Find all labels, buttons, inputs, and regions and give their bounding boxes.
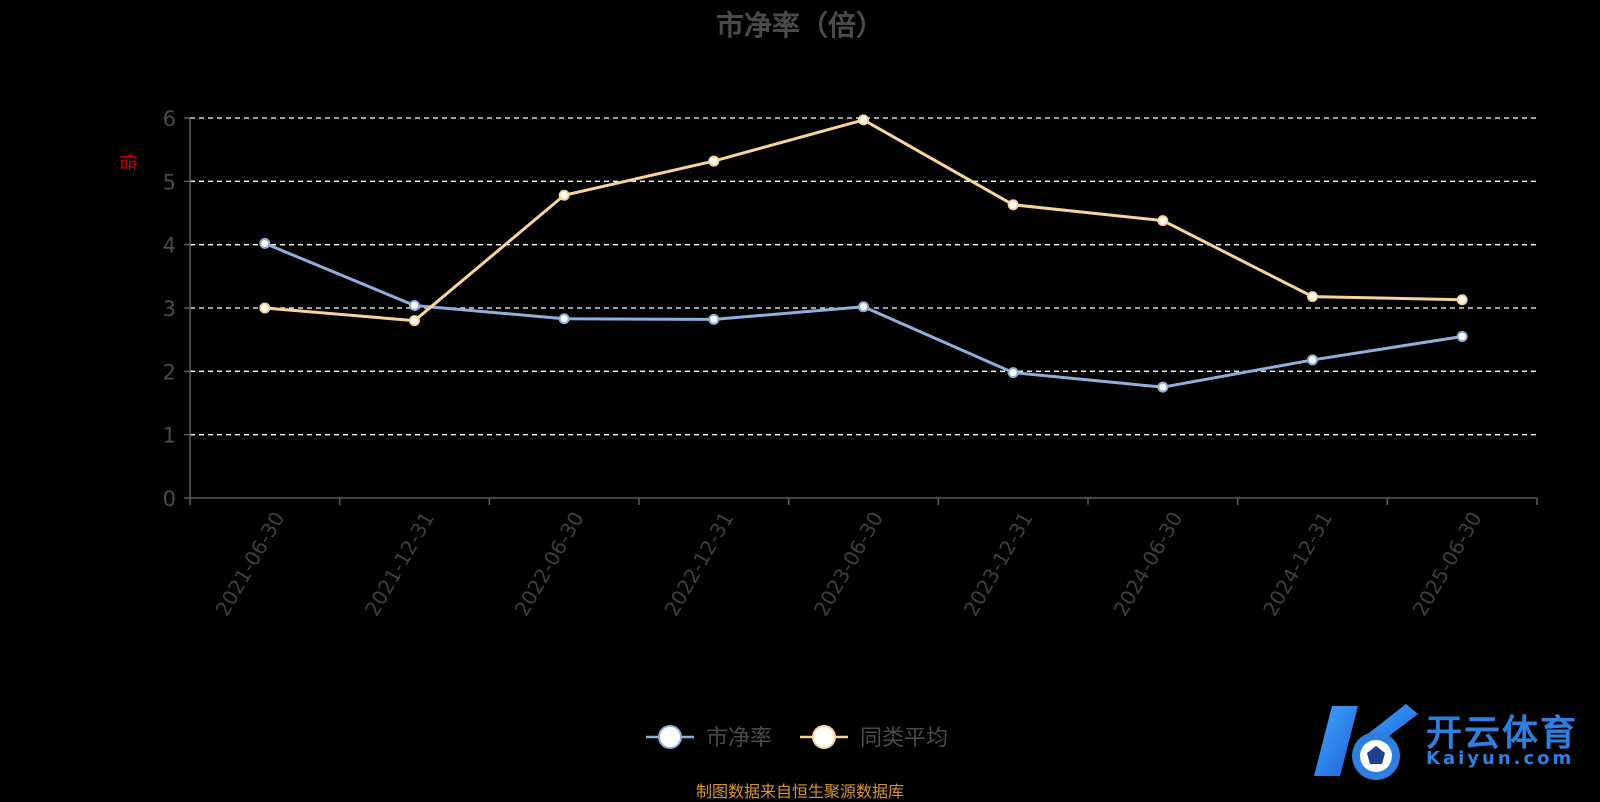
y-tick-label: 2: [163, 360, 176, 384]
series-line-0: [264, 242, 1463, 389]
y-axis-label: 倍: [117, 153, 138, 171]
data-point: [1307, 354, 1318, 366]
legend-label-peer-average: 同类平均: [860, 726, 948, 751]
legend-label-pb: 市净率: [706, 726, 772, 751]
x-tick-label: 2023-06-30: [809, 508, 888, 621]
data-point: [1157, 381, 1169, 393]
data-point: [1157, 215, 1169, 227]
y-tick-labels: 0 1 2 3 4 5 6: [163, 107, 190, 511]
data-point: [409, 299, 420, 311]
watermark-brand: 开云体育: [1426, 713, 1579, 754]
kaiyun-logo-icon: [1314, 704, 1418, 780]
y-tick-label: 4: [163, 234, 176, 258]
x-tick-label: 2024-06-30: [1108, 508, 1187, 621]
data-point: [409, 315, 420, 327]
data-point: [858, 301, 869, 313]
data-point: [1007, 367, 1019, 379]
x-tick-label: 2021-06-30: [210, 508, 289, 621]
x-tick-label: 2024-12-31: [1258, 508, 1337, 621]
y-tick-label: 6: [163, 107, 176, 131]
series: [259, 114, 1468, 393]
x-tick-label: 2022-12-31: [659, 508, 738, 621]
x-tick-label: 2023-12-31: [959, 508, 1038, 621]
data-point: [558, 189, 570, 201]
legend-item-pb[interactable]: 市净率: [646, 725, 772, 751]
legend-item-peer-average[interactable]: 同类平均: [800, 725, 948, 751]
data-point: [708, 313, 720, 325]
data-point: [1307, 291, 1318, 303]
data-point: [1456, 331, 1468, 342]
chart-title: 市净率（倍）: [715, 9, 884, 42]
y-tick-label: 0: [163, 487, 176, 511]
source-note: 制图数据来自恒生聚源数据库: [695, 782, 904, 801]
data-point: [1007, 199, 1019, 211]
watermark-domain: Kaiyun.com: [1426, 748, 1575, 769]
x-tick-label: 2022-06-30: [510, 508, 589, 621]
series-line-1: [264, 118, 1463, 323]
data-point: [259, 302, 271, 314]
watermark: 开云体育 Kaiyun.com: [1314, 696, 1594, 786]
legend: 市净率 同类平均: [646, 725, 948, 751]
y-tick-label: 1: [163, 424, 176, 448]
x-tick-label: 2021-12-31: [360, 508, 439, 621]
data-point: [708, 155, 720, 167]
data-point: [1456, 294, 1468, 306]
grid-lines: [190, 117, 1537, 436]
x-tick-label: 2025-06-30: [1408, 508, 1487, 621]
y-tick-label: 5: [163, 170, 176, 194]
legend-marker-pb: [658, 725, 682, 749]
y-tick-label: 3: [163, 297, 176, 321]
data-point: [858, 114, 869, 126]
data-point: [558, 313, 570, 325]
legend-marker-peer-average: [812, 725, 836, 749]
x-tick-labels: 2021-06-30 2021-12-31 2022-06-30 2022-12-31…: [189, 498, 1538, 621]
data-point: [259, 237, 271, 249]
